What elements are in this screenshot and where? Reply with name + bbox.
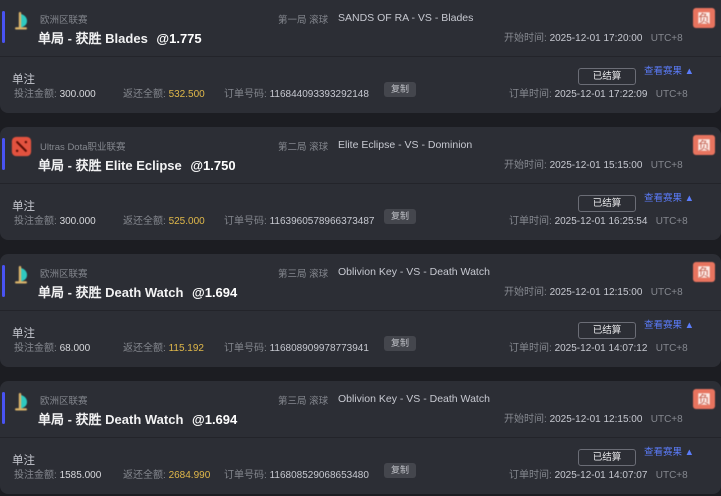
svg-text:负: 负 [698, 393, 709, 407]
svg-text:负: 负 [698, 139, 709, 153]
svg-text:负: 负 [698, 12, 709, 26]
svg-text:负: 负 [698, 266, 709, 280]
